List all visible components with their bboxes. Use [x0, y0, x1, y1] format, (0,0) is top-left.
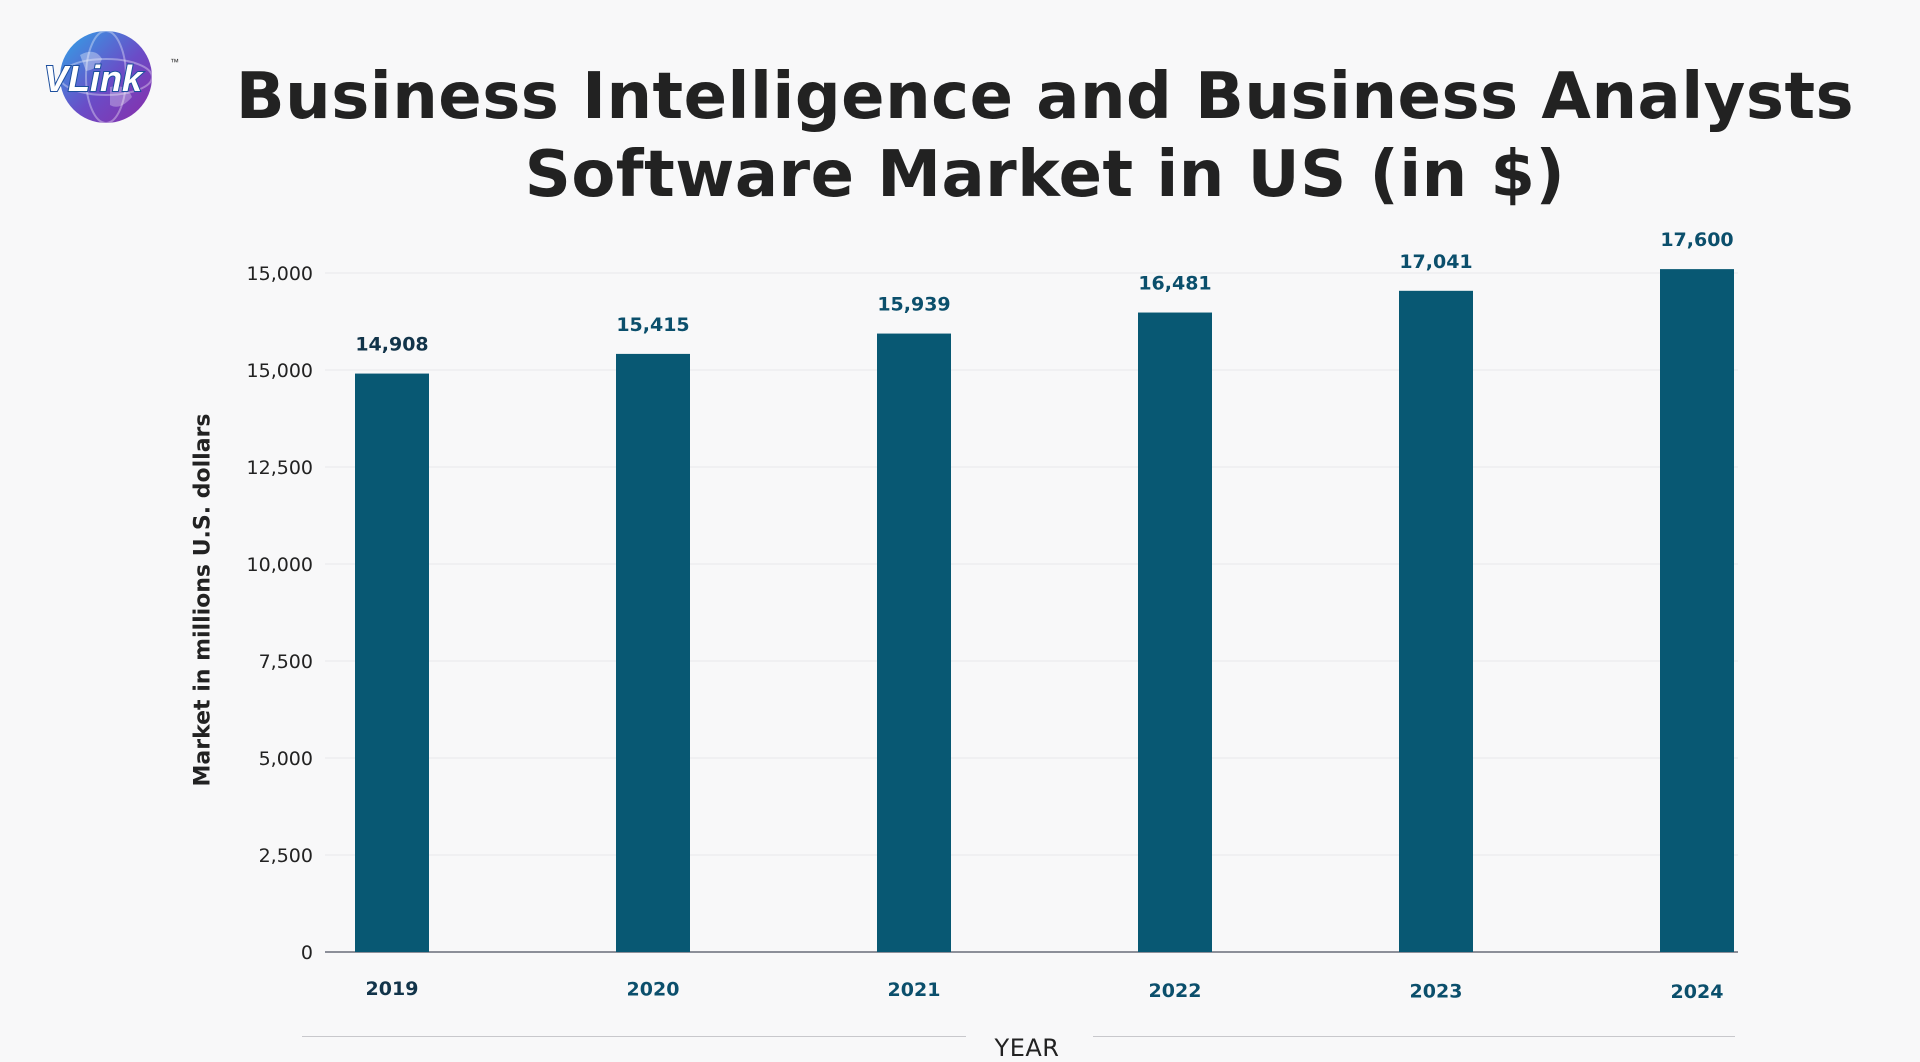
- y-tick-label: 15,000: [247, 263, 313, 285]
- data-label: 15,939: [877, 294, 950, 316]
- x-axis-label: YEAR: [994, 1034, 1060, 1062]
- bar: [1660, 269, 1734, 952]
- y-tick-label: 5,000: [259, 748, 313, 770]
- y-tick-label: 0: [301, 942, 313, 964]
- x-tick-label: 2019: [366, 978, 419, 1000]
- logo-text: VLink: [44, 58, 144, 99]
- bar: [877, 333, 951, 953]
- y-axis-label: Market in millions U.S. dollars: [190, 413, 216, 787]
- data-label: 16,481: [1138, 273, 1211, 295]
- chart-title: Business Intelligence and Business Analy…: [210, 58, 1880, 214]
- bar: [616, 353, 690, 952]
- x-tick-label: 2022: [1149, 980, 1202, 1002]
- data-label: 17,041: [1399, 251, 1472, 273]
- y-tick-label: 10,000: [247, 554, 313, 576]
- x-label-rule-left: [302, 1036, 966, 1037]
- chart-title-line-2: Software Market in US (in $): [524, 138, 1566, 212]
- bar: [355, 373, 429, 953]
- chart-title-line-1: Business Intelligence and Business Analy…: [235, 60, 1855, 134]
- y-tick-label: 12,500: [247, 457, 313, 479]
- data-label: 17,600: [1660, 229, 1733, 251]
- bar: [1399, 290, 1473, 952]
- x-tick-label: 2023: [1410, 980, 1463, 1002]
- y-tick-label: 15,000: [247, 360, 313, 382]
- x-tick-label: 2021: [888, 979, 941, 1001]
- x-tick-label: 2024: [1671, 981, 1724, 1003]
- vlink-logo: VLink ™: [40, 25, 190, 130]
- x-label-rule-right: [1093, 1036, 1735, 1037]
- bar: [1138, 312, 1212, 952]
- y-tick-label: 2,500: [259, 845, 313, 867]
- x-tick-label: 2020: [627, 979, 680, 1001]
- svg-text:™: ™: [170, 57, 179, 67]
- data-label: 14,908: [355, 334, 428, 356]
- data-label: 15,415: [616, 314, 689, 336]
- y-tick-label: 7,500: [259, 651, 313, 673]
- globe-icon: VLink ™: [43, 30, 179, 124]
